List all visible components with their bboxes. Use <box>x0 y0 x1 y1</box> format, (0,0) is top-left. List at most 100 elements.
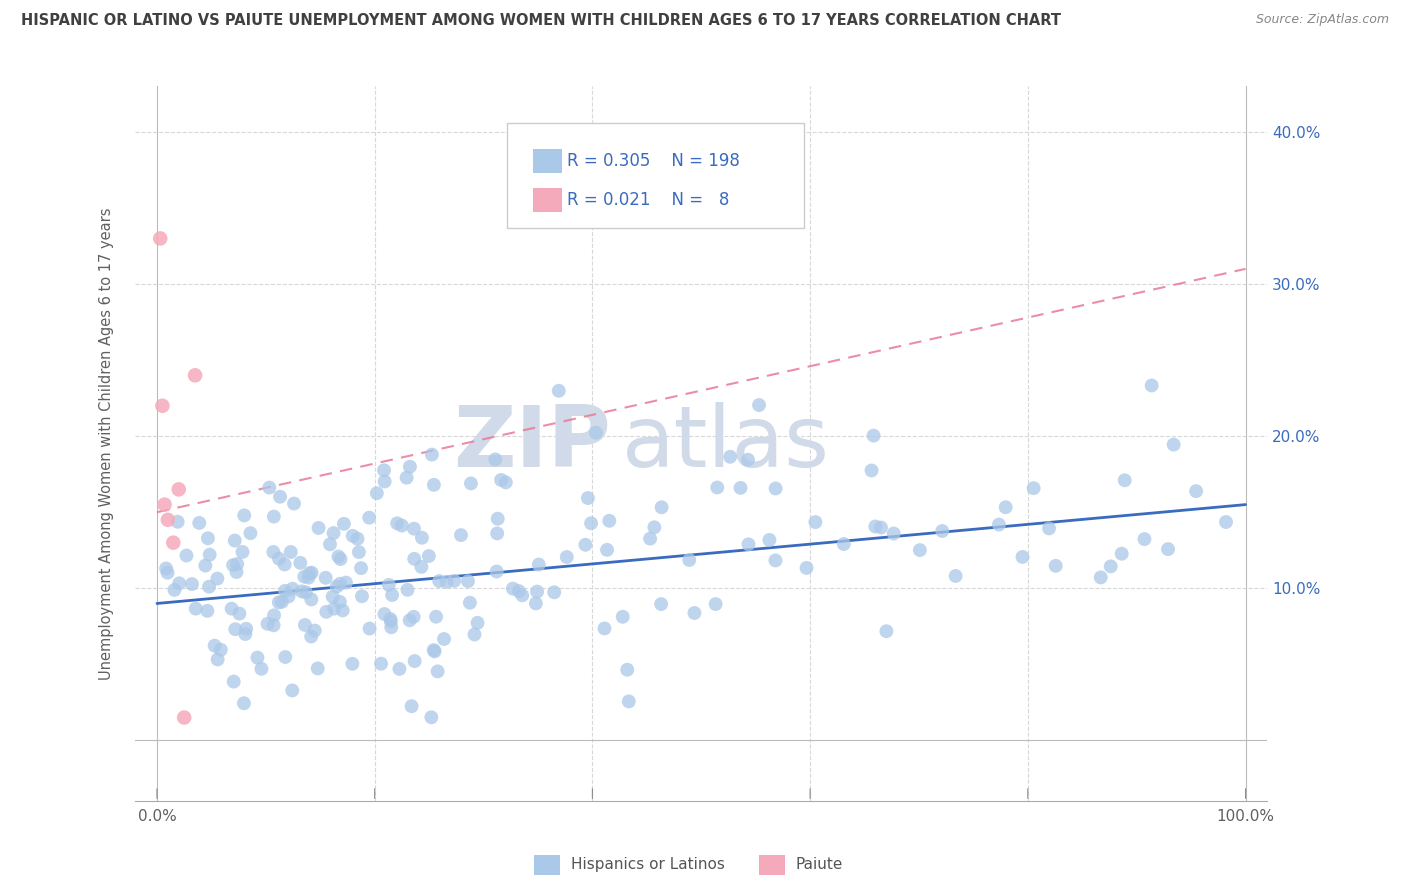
Point <box>875 624 897 639</box>
Point <box>402 522 425 536</box>
Point <box>463 627 485 641</box>
Text: R = 0.021    N =   8: R = 0.021 N = 8 <box>568 191 730 209</box>
Point <box>832 537 855 551</box>
Text: ZIP: ZIP <box>453 402 610 485</box>
Point <box>380 612 402 626</box>
Point <box>704 597 727 611</box>
Point <box>207 572 229 586</box>
Point <box>737 537 759 551</box>
Point <box>273 558 295 572</box>
Point <box>399 459 422 474</box>
Point <box>162 535 184 549</box>
Point <box>277 590 299 604</box>
Point <box>758 533 780 547</box>
Point <box>574 538 596 552</box>
Point <box>359 622 381 636</box>
Point <box>374 475 396 489</box>
Point <box>804 515 827 529</box>
Point <box>152 399 174 413</box>
Point <box>510 588 533 602</box>
Point <box>373 607 395 621</box>
Point <box>323 601 346 615</box>
Point <box>765 553 787 567</box>
Point <box>596 542 619 557</box>
Text: R = 0.305    N = 198: R = 0.305 N = 198 <box>568 153 740 170</box>
Point <box>576 491 599 505</box>
Point <box>1090 570 1112 584</box>
Point <box>198 580 221 594</box>
Point <box>181 577 204 591</box>
Point <box>225 565 247 579</box>
Point <box>423 478 446 492</box>
Point <box>458 596 481 610</box>
Point <box>730 481 752 495</box>
Point <box>380 615 402 629</box>
Point <box>425 609 447 624</box>
Point <box>262 545 284 559</box>
Point <box>226 557 249 571</box>
Point <box>411 531 433 545</box>
Point <box>683 606 706 620</box>
Point <box>796 561 818 575</box>
Point <box>422 643 444 657</box>
Point <box>495 475 517 490</box>
Point <box>322 526 344 541</box>
Point <box>748 398 770 412</box>
Point <box>173 710 195 724</box>
Point <box>333 516 356 531</box>
Text: Hispanics or Latinos: Hispanics or Latinos <box>571 857 724 871</box>
Point <box>1114 473 1136 487</box>
Point <box>198 548 221 562</box>
Point <box>221 601 243 615</box>
Point <box>269 490 291 504</box>
Point <box>526 584 548 599</box>
Point <box>765 482 787 496</box>
Point <box>547 384 569 398</box>
Point <box>280 545 302 559</box>
Text: 0.0%: 0.0% <box>138 809 176 824</box>
Point <box>401 699 423 714</box>
Point <box>267 551 290 566</box>
Point <box>373 463 395 477</box>
Point <box>222 674 245 689</box>
Point <box>263 509 285 524</box>
Point <box>391 518 413 533</box>
Point <box>678 553 700 567</box>
Point <box>256 616 278 631</box>
Point <box>204 639 226 653</box>
Point <box>1163 437 1185 451</box>
Point <box>328 549 350 564</box>
Point <box>167 483 190 497</box>
Point <box>359 510 381 524</box>
Point <box>994 500 1017 515</box>
Point <box>404 551 426 566</box>
Text: 100.0%: 100.0% <box>1216 809 1275 824</box>
Point <box>450 528 472 542</box>
Point <box>502 582 524 596</box>
Point <box>484 452 506 467</box>
Point <box>281 582 304 596</box>
Point <box>638 532 661 546</box>
Point <box>908 543 931 558</box>
Point <box>931 524 953 538</box>
Point <box>308 521 330 535</box>
Point <box>860 463 883 477</box>
Point <box>486 512 509 526</box>
Point <box>184 601 207 615</box>
Point <box>315 571 337 585</box>
Point <box>342 657 364 671</box>
Point <box>1045 558 1067 573</box>
Point <box>555 549 578 564</box>
Point <box>706 481 728 495</box>
Point <box>460 476 482 491</box>
Point <box>347 545 370 559</box>
Point <box>350 561 373 575</box>
Point <box>250 662 273 676</box>
Point <box>301 566 323 580</box>
Point <box>319 537 342 551</box>
Point <box>209 642 232 657</box>
Point <box>508 584 530 599</box>
Point <box>149 231 172 245</box>
Point <box>271 595 294 609</box>
Point <box>232 696 254 710</box>
